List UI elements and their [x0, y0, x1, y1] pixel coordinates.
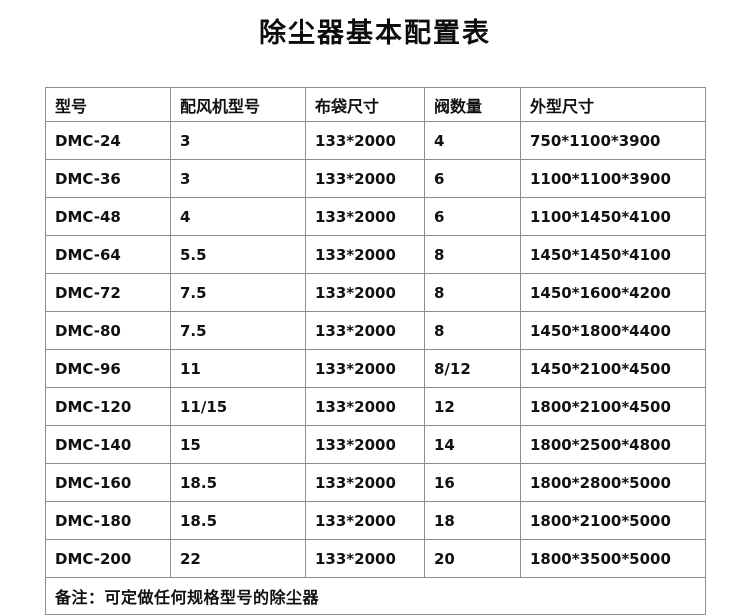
cell-valve-count: 6: [424, 159, 521, 198]
table-row: DMC-120 11/15 133*2000 12 1800*2100*4500: [45, 387, 706, 426]
cell-valve-count: 8: [424, 273, 521, 312]
cell-model: DMC-36: [45, 159, 171, 198]
cell-valve-count: 8: [424, 235, 521, 274]
column-header-dimensions: 外型尺寸: [520, 87, 706, 122]
cell-dimensions: 1800*2100*5000: [520, 501, 706, 540]
table-row: DMC-180 18.5 133*2000 18 1800*2100*5000: [45, 501, 706, 540]
cell-model: DMC-72: [45, 273, 171, 312]
page-title: 除尘器基本配置表: [259, 18, 491, 49]
cell-bag-size: 133*2000: [305, 349, 425, 388]
cell-bag-size: 133*2000: [305, 463, 425, 502]
cell-valve-count: 8/12: [424, 349, 521, 388]
cell-fan-model: 18.5: [170, 501, 306, 540]
cell-valve-count: 12: [424, 387, 521, 426]
cell-fan-model: 3: [170, 159, 306, 198]
column-header-bag-size: 布袋尺寸: [305, 87, 425, 122]
cell-fan-model: 11/15: [170, 387, 306, 426]
table-row: DMC-140 15 133*2000 14 1800*2500*4800: [45, 425, 706, 464]
cell-fan-model: 3: [170, 121, 306, 160]
cell-dimensions: 1800*2800*5000: [520, 463, 706, 502]
table-row: DMC-48 4 133*2000 6 1100*1450*4100: [45, 197, 706, 236]
cell-bag-size: 133*2000: [305, 121, 425, 160]
cell-dimensions: 1800*2500*4800: [520, 425, 706, 464]
table-row: DMC-80 7.5 133*2000 8 1450*1800*4400: [45, 311, 706, 350]
cell-bag-size: 133*2000: [305, 387, 425, 426]
cell-model: DMC-80: [45, 311, 171, 350]
table-row: DMC-64 5.5 133*2000 8 1450*1450*4100: [45, 235, 706, 274]
cell-model: DMC-24: [45, 121, 171, 160]
table-row: DMC-200 22 133*2000 20 1800*3500*5000: [45, 539, 706, 578]
cell-model: DMC-96: [45, 349, 171, 388]
table-row: DMC-72 7.5 133*2000 8 1450*1600*4200: [45, 273, 706, 312]
cell-bag-size: 133*2000: [305, 539, 425, 578]
table-body: DMC-24 3 133*2000 4 750*1100*3900 DMC-36…: [45, 121, 706, 615]
cell-valve-count: 20: [424, 539, 521, 578]
cell-fan-model: 11: [170, 349, 306, 388]
cell-dimensions: 1800*2100*4500: [520, 387, 706, 426]
cell-fan-model: 5.5: [170, 235, 306, 274]
cell-valve-count: 14: [424, 425, 521, 464]
cell-fan-model: 18.5: [170, 463, 306, 502]
cell-bag-size: 133*2000: [305, 159, 425, 198]
cell-bag-size: 133*2000: [305, 235, 425, 274]
cell-model: DMC-160: [45, 463, 171, 502]
table-row: DMC-24 3 133*2000 4 750*1100*3900: [45, 121, 706, 160]
cell-model: DMC-140: [45, 425, 171, 464]
cell-dimensions: 1800*3500*5000: [520, 539, 706, 578]
cell-fan-model: 4: [170, 197, 306, 236]
cell-bag-size: 133*2000: [305, 425, 425, 464]
cell-dimensions: 1100*1100*3900: [520, 159, 706, 198]
dust-collector-config-table: 型号 配风机型号 布袋尺寸 阀数量 外型尺寸 DMC-24 3 133*2000…: [45, 87, 706, 615]
cell-bag-size: 133*2000: [305, 273, 425, 312]
cell-dimensions: 1450*1450*4100: [520, 235, 706, 274]
cell-dimensions: 1450*1800*4400: [520, 311, 706, 350]
cell-valve-count: 6: [424, 197, 521, 236]
column-header-valve-count: 阀数量: [424, 87, 521, 122]
table-row: DMC-36 3 133*2000 6 1100*1100*3900: [45, 159, 706, 198]
cell-dimensions: 1450*2100*4500: [520, 349, 706, 388]
cell-dimensions: 750*1100*3900: [520, 121, 706, 160]
cell-bag-size: 133*2000: [305, 311, 425, 350]
cell-model: DMC-200: [45, 539, 171, 578]
column-header-fan-model: 配风机型号: [170, 87, 306, 122]
table-row: DMC-96 11 133*2000 8/12 1450*2100*4500: [45, 349, 706, 388]
cell-bag-size: 133*2000: [305, 501, 425, 540]
cell-valve-count: 18: [424, 501, 521, 540]
cell-fan-model: 7.5: [170, 311, 306, 350]
cell-valve-count: 4: [424, 121, 521, 160]
cell-model: DMC-120: [45, 387, 171, 426]
cell-model: DMC-64: [45, 235, 171, 274]
cell-fan-model: 22: [170, 539, 306, 578]
cell-valve-count: 8: [424, 311, 521, 350]
table-row: DMC-160 18.5 133*2000 16 1800*2800*5000: [45, 463, 706, 502]
cell-dimensions: 1450*1600*4200: [520, 273, 706, 312]
cell-fan-model: 15: [170, 425, 306, 464]
cell-dimensions: 1100*1450*4100: [520, 197, 706, 236]
table-note-row: 备注：可定做任何规格型号的除尘器: [45, 577, 706, 615]
column-header-model: 型号: [45, 87, 171, 122]
table-note: 备注：可定做任何规格型号的除尘器: [45, 577, 706, 615]
cell-bag-size: 133*2000: [305, 197, 425, 236]
cell-model: DMC-180: [45, 501, 171, 540]
cell-valve-count: 16: [424, 463, 521, 502]
table-header-row: 型号 配风机型号 布袋尺寸 阀数量 外型尺寸: [45, 87, 706, 122]
cell-fan-model: 7.5: [170, 273, 306, 312]
cell-model: DMC-48: [45, 197, 171, 236]
